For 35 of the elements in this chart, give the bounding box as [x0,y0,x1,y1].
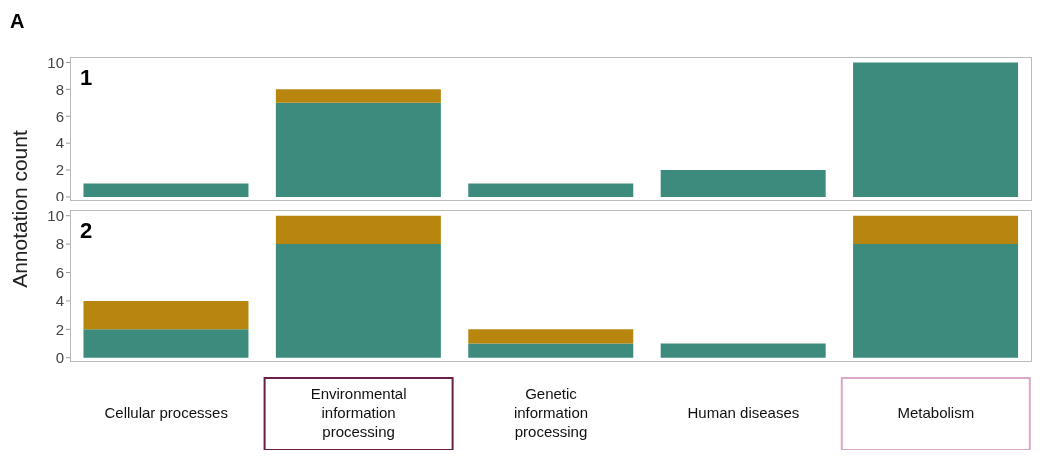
y-tick-label: 8 [55,80,64,98]
bar [468,183,634,197]
bar [660,170,826,197]
chart-title: 2 [80,218,93,244]
y-axis-title: Annotation count [8,130,32,288]
bar [83,300,249,330]
y-tick-label: 6 [55,107,64,125]
bar [853,215,1019,245]
y-tick-label: 10 [47,53,64,71]
bar [275,215,441,245]
bar [275,244,441,358]
bar [275,102,441,197]
y-tick-label: 4 [55,134,64,152]
x-tick-label: Cellular processes [104,403,228,421]
y-tick-label: 6 [55,263,64,281]
y-tick-label: 8 [55,235,64,253]
x-tick-label: Metabolism [897,403,975,421]
bar [83,329,249,358]
bar [83,183,249,197]
y-tick-label: 0 [55,349,64,367]
chart-title: 1 [80,65,93,91]
text: A [10,10,25,33]
y-tick-label: 10 [47,207,64,225]
bar [468,329,634,344]
x-tick-label: Human diseases [687,403,800,421]
bar [660,343,826,358]
x-tick-label: Genetic information processing [513,384,589,440]
bar [468,343,634,358]
y-tick-label: 2 [55,320,64,338]
bar [853,62,1019,197]
y-tick-label: 2 [55,161,64,179]
bar [853,244,1019,358]
x-tick-label: Environmental information processing [310,384,407,440]
bar [275,89,441,103]
y-tick-label: 4 [55,292,64,310]
